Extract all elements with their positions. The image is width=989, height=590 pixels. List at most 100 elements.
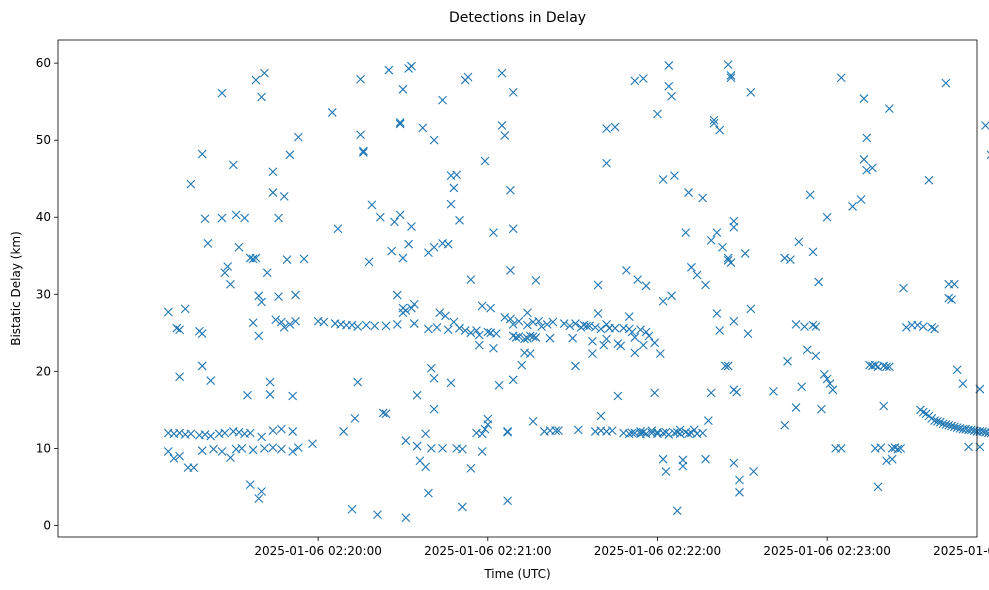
data-point	[593, 309, 603, 318]
data-point	[596, 411, 606, 421]
data-point	[268, 443, 278, 453]
y-tick-label: 60	[36, 56, 51, 70]
data-point	[978, 427, 988, 436]
data-point	[983, 428, 989, 438]
data-point	[455, 323, 464, 333]
plot-area	[58, 40, 977, 537]
data-point	[497, 121, 507, 130]
data-point	[706, 388, 716, 398]
data-point	[616, 341, 626, 351]
data-point	[175, 451, 184, 461]
data-point	[678, 455, 688, 465]
data-point	[602, 334, 611, 344]
data-point	[641, 281, 651, 291]
data-point	[506, 266, 515, 275]
data-point	[698, 193, 708, 203]
data-point	[375, 212, 385, 222]
data-point	[254, 331, 264, 341]
data-point	[627, 327, 637, 337]
data-point	[248, 318, 258, 328]
data-point	[455, 215, 464, 225]
data-point	[735, 475, 744, 485]
data-point	[293, 132, 303, 142]
data-point	[443, 325, 453, 335]
data-point	[794, 237, 804, 247]
data-point	[805, 190, 815, 200]
data-point	[175, 428, 184, 438]
data-point	[381, 409, 391, 419]
data-point	[641, 327, 651, 337]
data-point	[407, 303, 416, 313]
data-point	[424, 488, 433, 498]
data-point	[291, 316, 300, 326]
data-point	[964, 442, 973, 452]
data-point	[944, 420, 954, 430]
data-point	[353, 377, 363, 387]
data-point	[395, 118, 405, 127]
data-point	[347, 320, 357, 330]
data-point	[483, 414, 493, 424]
data-point	[528, 332, 538, 342]
data-point	[500, 313, 510, 322]
data-point	[347, 504, 357, 514]
data-point	[429, 373, 439, 383]
data-point	[870, 360, 880, 370]
data-point	[489, 343, 498, 353]
data-point	[732, 387, 742, 397]
data-point	[670, 171, 679, 181]
data-point	[684, 429, 693, 439]
data-point	[506, 314, 515, 324]
data-point	[497, 68, 507, 78]
data-point	[449, 183, 459, 193]
data-point	[667, 91, 676, 101]
data-point	[172, 323, 182, 333]
data-point	[675, 429, 685, 439]
data-point	[729, 316, 739, 326]
data-point	[828, 385, 838, 395]
data-point	[627, 428, 637, 438]
data-point	[508, 224, 518, 234]
data-point	[409, 299, 419, 309]
data-point	[551, 426, 561, 436]
x-axis-label: Time (UTC)	[483, 567, 550, 581]
data-point	[720, 361, 730, 371]
data-point	[254, 291, 264, 301]
data-point	[811, 351, 821, 361]
data-point	[200, 214, 210, 224]
data-point	[203, 239, 213, 248]
data-point	[613, 391, 623, 401]
data-point	[395, 210, 405, 220]
data-point	[186, 179, 196, 189]
data-point	[723, 253, 733, 263]
data-point	[477, 447, 487, 456]
data-point	[935, 417, 945, 427]
data-point	[466, 275, 476, 285]
data-point	[913, 320, 923, 330]
y-tick-label: 0	[43, 518, 51, 532]
y-tick-label: 50	[36, 133, 51, 147]
data-point	[638, 427, 648, 437]
data-point	[638, 340, 648, 350]
x-tick-label: 2025-01-06 02:21:00	[424, 544, 551, 558]
data-point	[477, 301, 487, 311]
data-point	[265, 377, 275, 387]
data-point	[240, 213, 250, 223]
data-point	[797, 382, 807, 392]
data-point	[401, 306, 411, 315]
data-point	[169, 454, 179, 463]
data-point	[409, 319, 419, 328]
data-point	[678, 461, 688, 471]
data-point	[593, 280, 603, 290]
data-point	[319, 317, 329, 327]
data-point	[607, 426, 617, 436]
data-point	[438, 443, 447, 453]
data-point	[582, 321, 592, 331]
data-point	[684, 188, 693, 197]
data-point	[356, 130, 365, 140]
data-point	[401, 436, 411, 446]
data-point	[531, 333, 541, 342]
data-point	[548, 317, 558, 327]
data-point	[197, 446, 207, 456]
data-point	[220, 268, 230, 278]
data-point	[226, 453, 235, 463]
